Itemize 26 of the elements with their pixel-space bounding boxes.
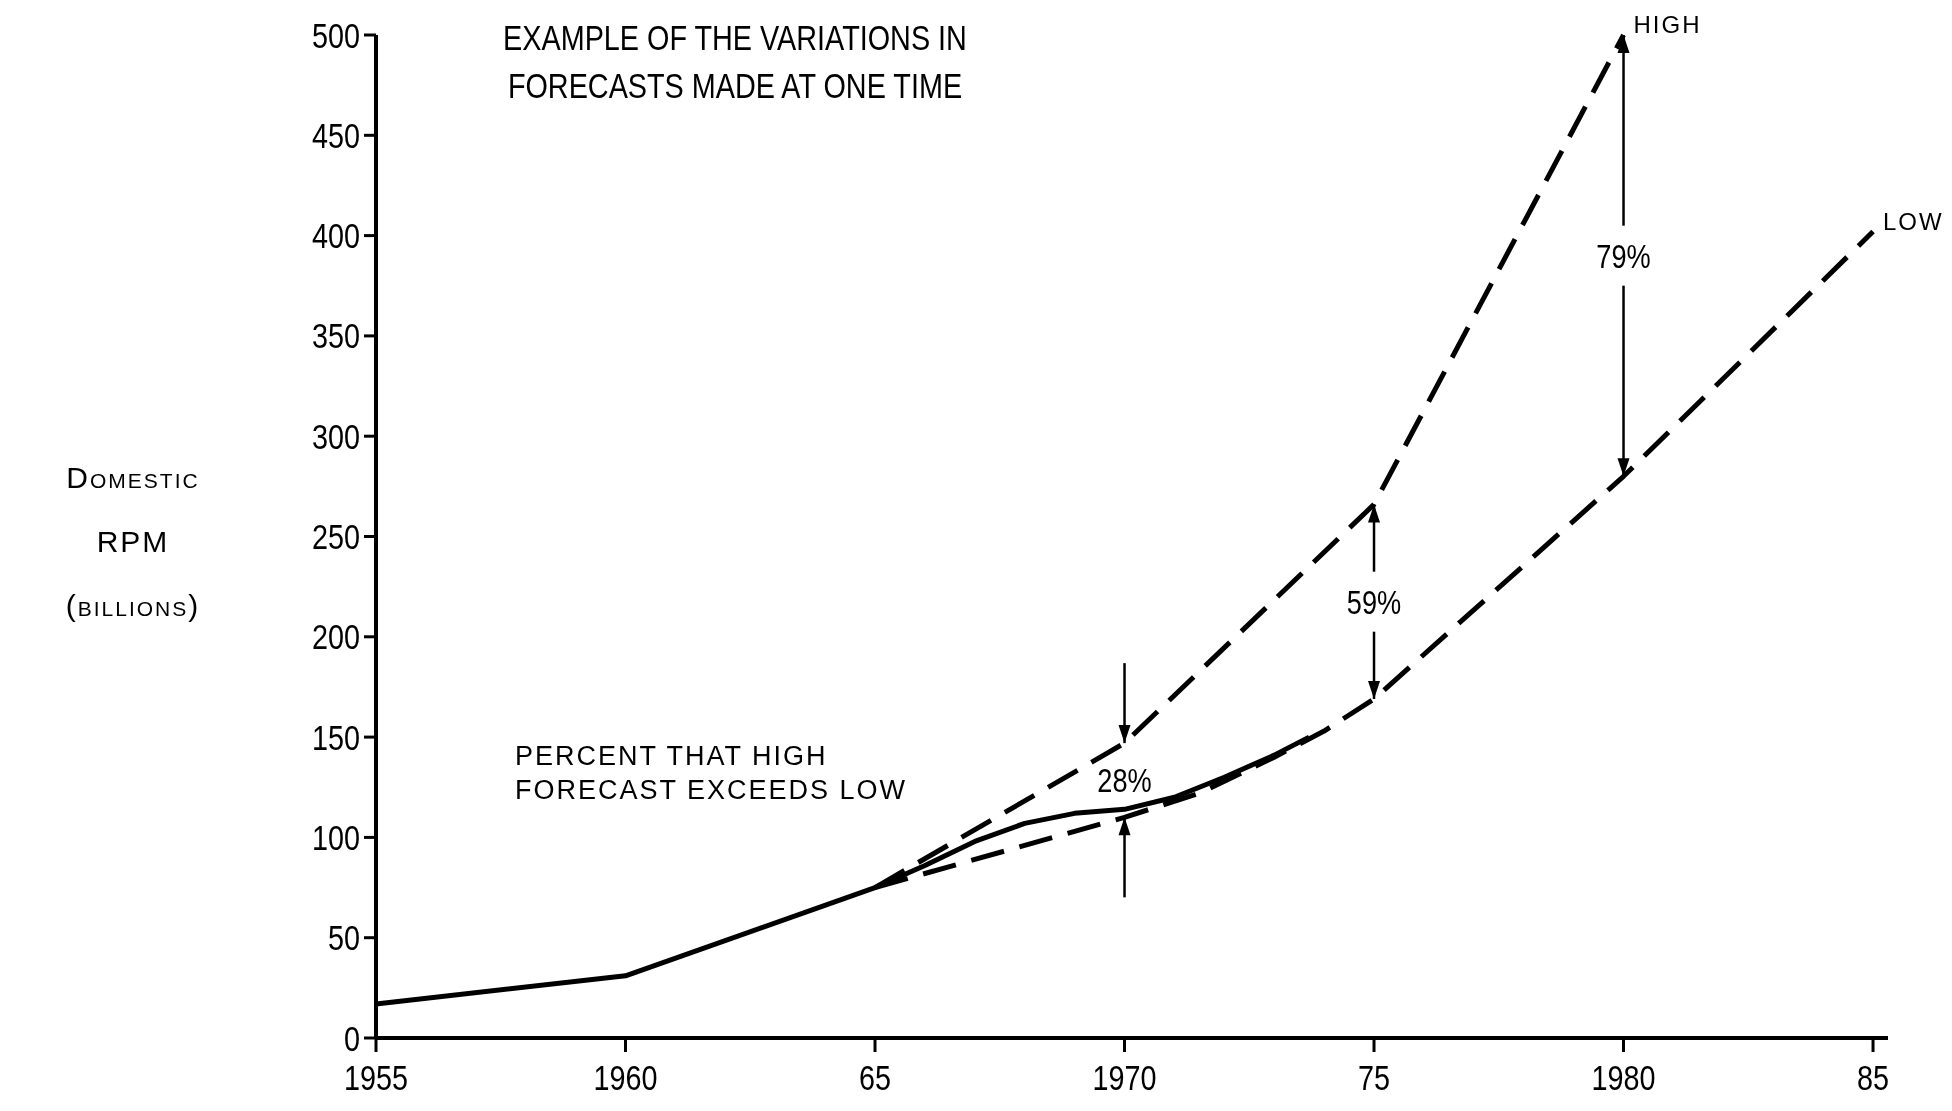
- x-tick-label: 1960: [593, 1056, 658, 1098]
- y-tick-label: 0: [343, 1017, 360, 1059]
- annotation: 79%: [1596, 236, 1651, 276]
- y-tick-label: 150: [311, 716, 360, 758]
- y-tick-label: 450: [311, 114, 360, 156]
- x-tick-label: 85: [1857, 1056, 1890, 1098]
- series-label: LOW: [1883, 207, 1944, 235]
- annotation: PERCENT THAT HIGH FORECAST EXCEEDS LOW: [515, 741, 908, 805]
- series-label: HIGH: [1633, 11, 1702, 38]
- y-tick-label: 50: [327, 917, 360, 959]
- y-tick-label: 100: [311, 816, 360, 858]
- x-tick-label: 1980: [1591, 1056, 1656, 1098]
- x-tick-label: 75: [1358, 1056, 1391, 1098]
- x-tick-label: 1955: [343, 1056, 409, 1098]
- chart-title: EXAMPLE OF THE VARIATIONS IN FORECASTS MADE AT ONE TIME: [503, 16, 967, 106]
- y-tick-label: 200: [311, 616, 360, 658]
- y-tick-label: 400: [311, 215, 360, 256]
- annotation: 59%: [1346, 582, 1402, 622]
- annotation: 28%: [1097, 761, 1152, 800]
- x-tick-label: 1970: [1092, 1056, 1157, 1098]
- y-tick-label: 250: [311, 515, 360, 557]
- y-tick-label: 300: [311, 415, 360, 457]
- x-tick-label: 65: [859, 1056, 892, 1098]
- y-tick-label: 500: [311, 14, 360, 56]
- y-axis-title: Domestic RPM (billions): [65, 461, 201, 622]
- y-tick-label: 350: [311, 315, 360, 357]
